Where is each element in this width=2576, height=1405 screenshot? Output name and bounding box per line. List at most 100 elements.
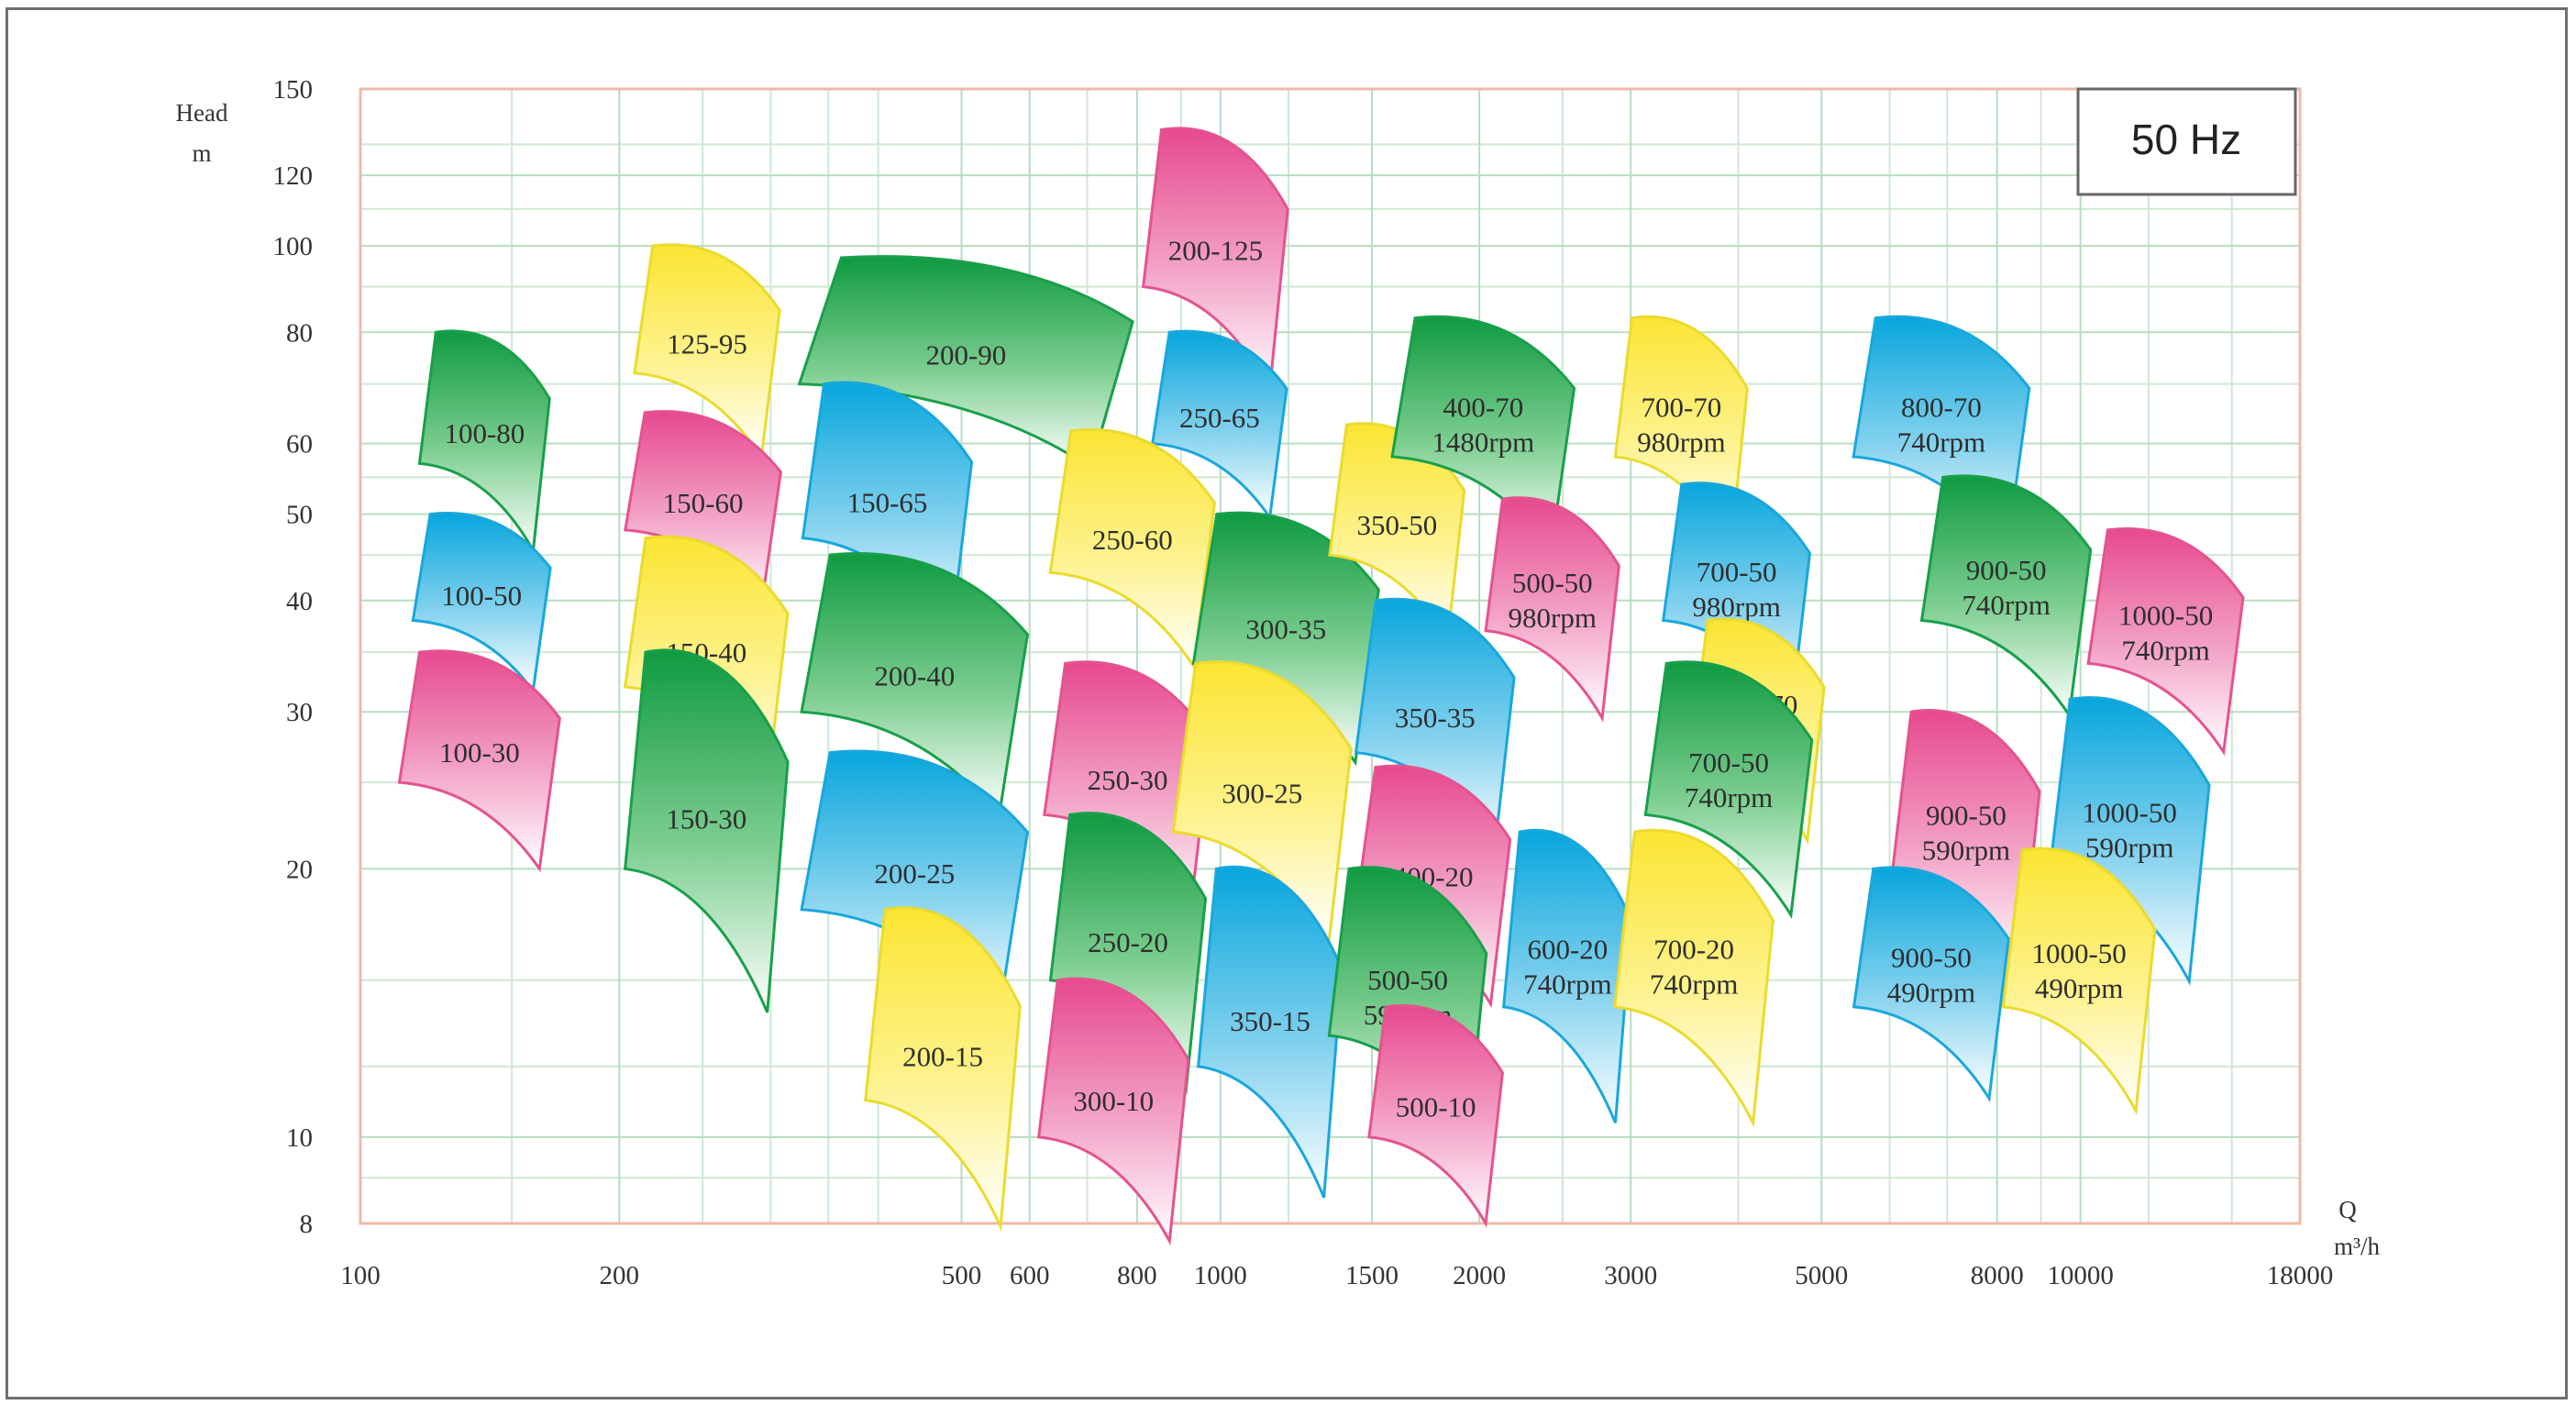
pump-region: 100-30 <box>397 649 561 873</box>
pump-region-label: 590rpm <box>1922 834 2010 866</box>
frequency-badge-box <box>2076 87 2297 196</box>
pump-region-shape <box>1502 828 1633 1123</box>
pump-region-label: 100-30 <box>439 736 520 769</box>
pump-region: 100-50 <box>411 512 552 695</box>
pump-region-label: 900-50 <box>1966 554 2047 586</box>
pump-region-label: 500-10 <box>1396 1091 1476 1123</box>
pump-region: 200-15 <box>864 906 1022 1233</box>
pump-region-label: 200-15 <box>902 1040 983 1072</box>
pump-region-label: 200-40 <box>874 659 955 691</box>
pump-region-label: 150-65 <box>847 487 928 519</box>
pump-region-label: 490rpm <box>2035 972 2123 1004</box>
pump-region-label: 100-50 <box>441 580 522 612</box>
pump-region-label: 350-35 <box>1395 702 1476 734</box>
pump-region-label: 300-35 <box>1245 613 1326 645</box>
pump-region-label: 980rpm <box>1509 602 1597 634</box>
x-tick-label: 18000 <box>2267 1261 2334 1290</box>
pump-region-label: 980rpm <box>1637 426 1725 459</box>
pump-region-label: 350-50 <box>1356 509 1437 541</box>
pump-region-label: 740rpm <box>1897 426 1985 459</box>
pump-region-label: 700-50 <box>1688 747 1769 779</box>
x-tick-label: 100 <box>340 1261 381 1290</box>
y-tick-label: 40 <box>286 587 313 616</box>
pump-region: 250-65 <box>1150 329 1288 522</box>
pump-region-shape <box>1196 865 1343 1199</box>
pump-region-label: 300-25 <box>1222 777 1302 809</box>
pump-region-label: 125-95 <box>667 327 747 360</box>
pump-region-label: 980rpm <box>1692 591 1780 623</box>
x-tick-label: 600 <box>1010 1261 1050 1290</box>
pump-region: 150-30 <box>624 648 790 1013</box>
x-tick-label: 2000 <box>1453 1261 1506 1290</box>
pump-region-label: 740rpm <box>2121 634 2209 666</box>
x-tick-label: 5000 <box>1795 1261 1848 1290</box>
y-tick-label: 120 <box>273 161 314 191</box>
pump-region-label: 1000-50 <box>2118 599 2213 631</box>
x-tick-label: 8000 <box>1971 1261 2024 1290</box>
x-tick-label: 10000 <box>2047 1261 2114 1290</box>
pump-region-label: 490rpm <box>1887 977 1975 1009</box>
pump-region-label: 900-50 <box>1926 799 2007 831</box>
pump-region-label: 740rpm <box>1650 968 1738 1001</box>
pump-region-label: 250-65 <box>1179 402 1260 434</box>
axes: Head m Q m³/h 100 200 500 600 800 1000 1500 200… <box>176 75 2381 1290</box>
y-tick-label: 100 <box>273 232 314 261</box>
pump-region-label: 740rpm <box>1685 781 1773 813</box>
frequency-badge-text: 50 Hz <box>2131 116 2241 163</box>
x-tick-label: 1000 <box>1194 1261 1247 1290</box>
pump-region-label: 400-70 <box>1443 392 1523 424</box>
pump-region-label: 150-60 <box>663 487 744 519</box>
pump-region-label: 250-30 <box>1088 764 1168 796</box>
frequency-badge: 50 Hz <box>2076 87 2297 196</box>
y-axis-label-line1: Head <box>176 99 228 127</box>
pump-region-shape <box>2086 527 2245 757</box>
pump-region-label: 600-20 <box>1527 934 1608 966</box>
pump-region: 200-40 <box>800 551 1030 820</box>
pump-region: 250-60 <box>1048 427 1216 670</box>
pump-region: 125-95 <box>633 243 781 461</box>
pump-region-label: 1000-50 <box>2083 796 2177 828</box>
pump-region: 350-50 <box>1328 422 1466 646</box>
pump-region-shape <box>1852 866 2010 1102</box>
pump-region-label: 250-60 <box>1092 524 1173 556</box>
pump-region-shape <box>2001 846 2157 1116</box>
pump-region-label: 1000-50 <box>2031 937 2126 969</box>
y-tick-label: 10 <box>286 1123 313 1153</box>
pump-region-label: 500-50 <box>1367 964 1448 996</box>
pump-region-label: 700-50 <box>1697 556 1777 588</box>
x-tick-label: 800 <box>1117 1261 1157 1290</box>
pump-region-label: 100-80 <box>444 417 525 449</box>
y-tick-label: 80 <box>286 318 313 348</box>
pump-region-label: 300-10 <box>1073 1085 1154 1117</box>
pump-region-label: 150-30 <box>666 803 746 835</box>
y-tick-label: 8 <box>300 1210 314 1239</box>
pump-region-shape <box>1037 977 1190 1246</box>
x-axis-label-line2: m³/h <box>2334 1233 2381 1260</box>
x-tick-label: 200 <box>600 1261 640 1290</box>
pump-region: 350-15 <box>1196 865 1343 1199</box>
y-tick-label: 30 <box>286 698 313 727</box>
pump-region-label: 200-90 <box>925 338 1006 371</box>
pump-region-label: 200-125 <box>1168 235 1263 267</box>
pump-region-shape <box>1643 660 1814 920</box>
pump-region-shape <box>1367 1004 1504 1228</box>
pump-region-label: 800-70 <box>1901 392 1982 424</box>
pump-regions: 100-80100-50100-30125-95150-60150-40150-… <box>397 127 2245 1246</box>
pump-region-shape <box>864 906 1022 1233</box>
y-axis-label-line2: m <box>192 139 211 167</box>
pump-region: 500-10 <box>1367 1004 1504 1228</box>
pump-region-label: 590rpm <box>2085 831 2173 863</box>
x-tick-label: 3000 <box>1604 1261 1657 1290</box>
pump-region-shape <box>397 649 561 873</box>
pump-region-label: 900-50 <box>1891 942 1972 974</box>
pump-region-shape <box>1484 496 1620 723</box>
pump-region-shape <box>1613 828 1774 1128</box>
